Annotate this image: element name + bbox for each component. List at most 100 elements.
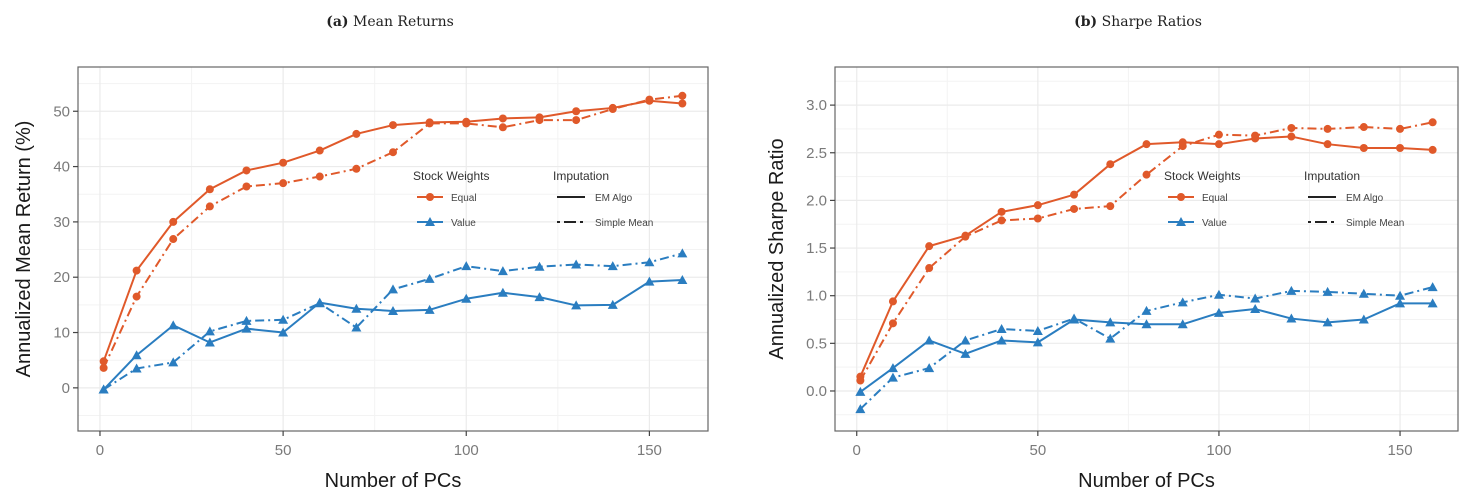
grid-lines — [78, 67, 708, 431]
y-axis-label: Annualized Sharpe Ratio — [766, 138, 788, 359]
data-point — [1142, 170, 1151, 179]
data-point — [888, 319, 897, 328]
data-point — [1323, 124, 1332, 133]
y-tick-label: 10 — [53, 325, 70, 342]
data-point — [1428, 118, 1437, 127]
data-point — [1427, 298, 1438, 308]
data-point — [352, 164, 361, 173]
y-tick-label: 0.0 — [806, 383, 827, 400]
plot-border — [77, 66, 709, 432]
data-point — [1177, 319, 1188, 329]
data-point — [315, 146, 324, 155]
data-point — [644, 276, 655, 286]
data-point — [98, 384, 109, 394]
x-tick-label: 150 — [637, 442, 662, 459]
data-point — [278, 314, 289, 324]
data-point — [1033, 214, 1042, 223]
x-axis-label: Number of PCs — [325, 470, 462, 492]
data-point — [497, 287, 508, 297]
data-point — [997, 216, 1006, 225]
legend-marker-equal — [1177, 193, 1185, 201]
y-tick-label: 50 — [53, 103, 70, 120]
data-point — [855, 386, 866, 396]
x-axis-label: Number of PCs — [1078, 470, 1215, 492]
data-point — [169, 235, 178, 244]
data-point — [131, 363, 142, 373]
y-tick-label: 3.0 — [806, 97, 827, 114]
data-point — [887, 363, 898, 373]
y-tick-label: 2.0 — [806, 192, 827, 209]
data-point — [1358, 314, 1369, 324]
data-point — [645, 95, 654, 104]
data-point — [1251, 131, 1260, 140]
panel-label-b: (b) — [1074, 14, 1098, 30]
chart-title-a: (a) Mean Returns — [326, 14, 454, 30]
data-point — [205, 202, 214, 211]
data-point — [1106, 202, 1115, 211]
data-point — [1395, 290, 1406, 300]
data-point — [1105, 317, 1116, 327]
data-point — [1106, 160, 1115, 169]
data-point — [996, 324, 1007, 334]
x-tick-label: 0 — [96, 442, 104, 459]
data-point — [1323, 140, 1332, 149]
data-point — [1141, 319, 1152, 329]
data-point — [1069, 313, 1080, 323]
data-point — [389, 148, 397, 157]
data-point — [997, 207, 1006, 216]
data-point — [1396, 143, 1405, 152]
data-point — [462, 119, 471, 128]
series-line — [859, 302, 1433, 393]
legend-label-simple-mean: Simple Mean — [595, 218, 653, 229]
data-point — [99, 363, 108, 372]
data-point — [352, 129, 361, 138]
data-point — [1395, 298, 1406, 308]
data-point — [677, 274, 688, 284]
series-value-simple-mean — [855, 282, 1438, 414]
data-point — [1033, 201, 1042, 210]
data-point — [1070, 190, 1079, 199]
data-point — [351, 303, 362, 313]
data-point — [1427, 282, 1438, 292]
data-point — [1286, 285, 1297, 295]
y-tick-label: 1.0 — [806, 288, 827, 305]
data-point — [168, 357, 179, 367]
title-text-b: Sharpe Ratios — [1101, 14, 1202, 30]
x-tick-label: 150 — [1388, 442, 1413, 459]
data-point — [887, 372, 898, 382]
data-point — [1359, 123, 1368, 132]
y-tick-label: 0 — [62, 380, 70, 397]
data-point — [534, 292, 545, 302]
data-point — [1287, 132, 1296, 141]
legend-label-equal: Equal — [451, 193, 477, 204]
series-line — [859, 121, 1433, 381]
data-point — [925, 264, 934, 273]
data-point — [961, 232, 970, 241]
legend: Stock Weights Imputation Equal Value EM Algo… — [413, 169, 653, 229]
data-point — [572, 107, 581, 116]
data-point — [1070, 204, 1079, 213]
data-point — [498, 123, 507, 132]
data-point — [571, 300, 582, 310]
data-point — [607, 261, 618, 271]
data-point — [241, 323, 252, 333]
data-point — [534, 261, 545, 271]
data-point — [1178, 142, 1187, 151]
series-equal-simple-mean — [856, 118, 1437, 385]
data-point — [644, 257, 655, 267]
data-point — [1032, 337, 1043, 347]
x-tick-label: 50 — [275, 442, 292, 459]
data-point — [1287, 123, 1296, 132]
data-point — [924, 335, 935, 345]
data-point — [1105, 333, 1116, 343]
series-value-simple-mean — [98, 248, 688, 394]
data-point — [607, 299, 618, 309]
data-point — [1213, 307, 1224, 317]
legend-marker-equal — [426, 193, 434, 201]
data-point — [1141, 305, 1152, 315]
data-point — [461, 261, 472, 271]
data-point — [678, 91, 687, 100]
legend-label-simple-mean: Simple Mean — [1346, 218, 1404, 229]
